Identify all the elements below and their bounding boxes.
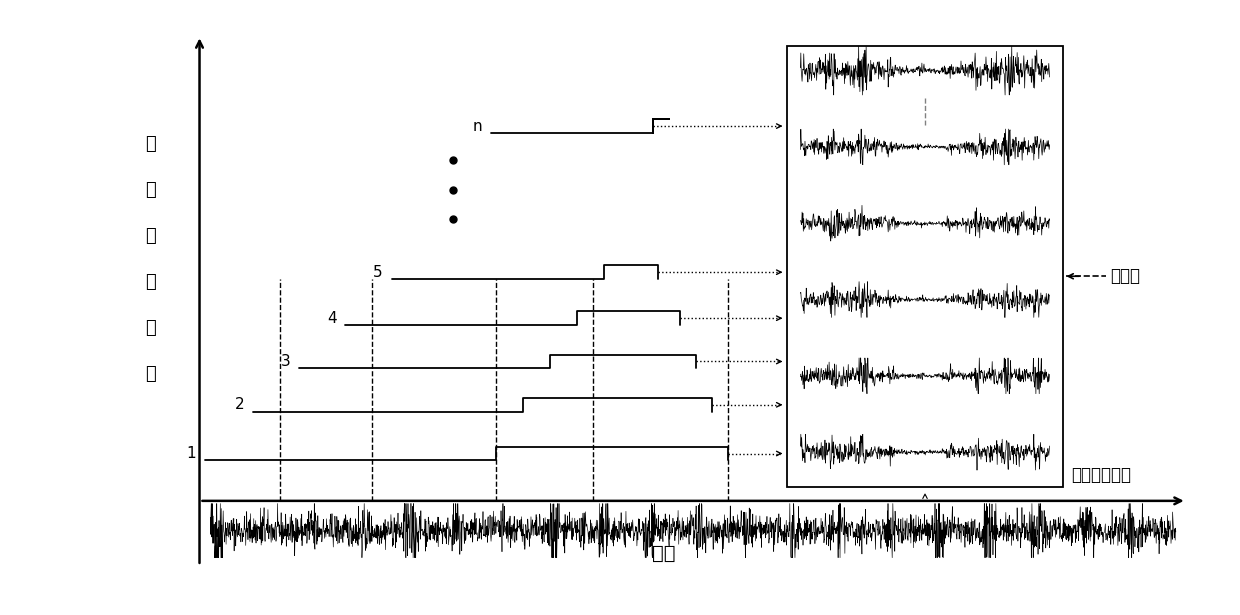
Text: 练: 练 — [145, 181, 156, 199]
Text: 本: 本 — [145, 272, 156, 291]
Text: 编: 编 — [145, 319, 156, 336]
Text: 时间: 时间 — [652, 544, 675, 563]
Text: n: n — [472, 119, 482, 133]
Text: 样本集: 样本集 — [1110, 268, 1140, 285]
Text: 样: 样 — [145, 227, 156, 245]
Text: 5: 5 — [373, 264, 383, 280]
Text: 号: 号 — [145, 365, 156, 383]
Text: 1: 1 — [187, 446, 196, 461]
Text: 原始振动信号: 原始振动信号 — [1071, 466, 1131, 484]
Text: 训: 训 — [145, 135, 156, 153]
Text: 4: 4 — [327, 311, 336, 326]
Bar — [787, 46, 1063, 487]
Text: 2: 2 — [236, 397, 244, 412]
Text: 3: 3 — [280, 354, 290, 369]
